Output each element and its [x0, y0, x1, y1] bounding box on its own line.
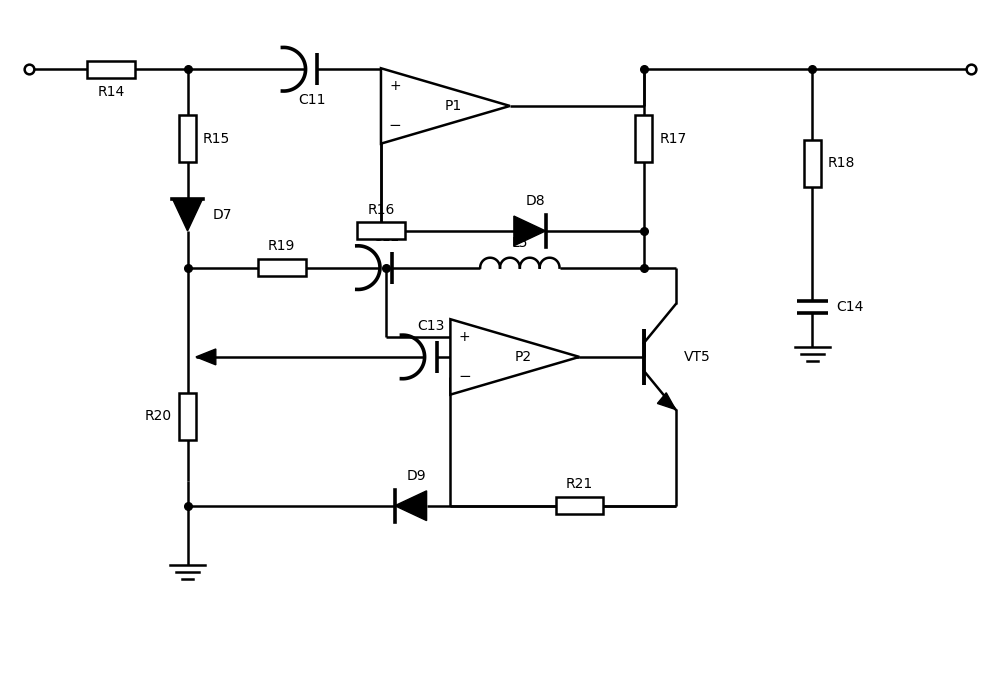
Text: R16: R16 — [367, 203, 395, 217]
Text: D7: D7 — [212, 208, 232, 222]
Text: R21: R21 — [566, 477, 593, 491]
Text: VT5: VT5 — [684, 350, 710, 364]
Text: C14: C14 — [836, 300, 864, 314]
Text: P2: P2 — [514, 350, 531, 364]
Bar — [87, 61, 135, 78]
Polygon shape — [173, 199, 202, 231]
Text: R14: R14 — [98, 84, 125, 99]
Text: +: + — [389, 80, 401, 93]
Text: C13: C13 — [417, 319, 444, 333]
Bar — [556, 498, 603, 514]
Polygon shape — [514, 216, 546, 246]
Text: C11: C11 — [298, 93, 325, 107]
Bar — [258, 260, 306, 276]
Polygon shape — [395, 491, 427, 520]
Text: −: − — [388, 118, 401, 133]
Bar — [357, 223, 405, 239]
Bar — [179, 392, 196, 440]
Polygon shape — [657, 393, 676, 410]
Bar — [804, 140, 821, 188]
Text: R17: R17 — [659, 131, 686, 146]
Polygon shape — [381, 69, 510, 144]
Text: D8: D8 — [526, 194, 546, 208]
Bar — [635, 115, 652, 163]
Text: +: + — [458, 330, 470, 345]
Text: R18: R18 — [828, 156, 855, 170]
Text: R19: R19 — [268, 239, 295, 253]
Polygon shape — [450, 319, 579, 394]
Polygon shape — [196, 349, 216, 365]
Text: C12: C12 — [372, 230, 400, 244]
Text: D9: D9 — [407, 469, 426, 483]
Text: R20: R20 — [145, 410, 172, 424]
Bar — [179, 115, 196, 163]
Text: −: − — [458, 369, 471, 384]
Text: R15: R15 — [203, 131, 230, 146]
Text: L5: L5 — [512, 236, 528, 250]
Text: P1: P1 — [445, 99, 462, 113]
